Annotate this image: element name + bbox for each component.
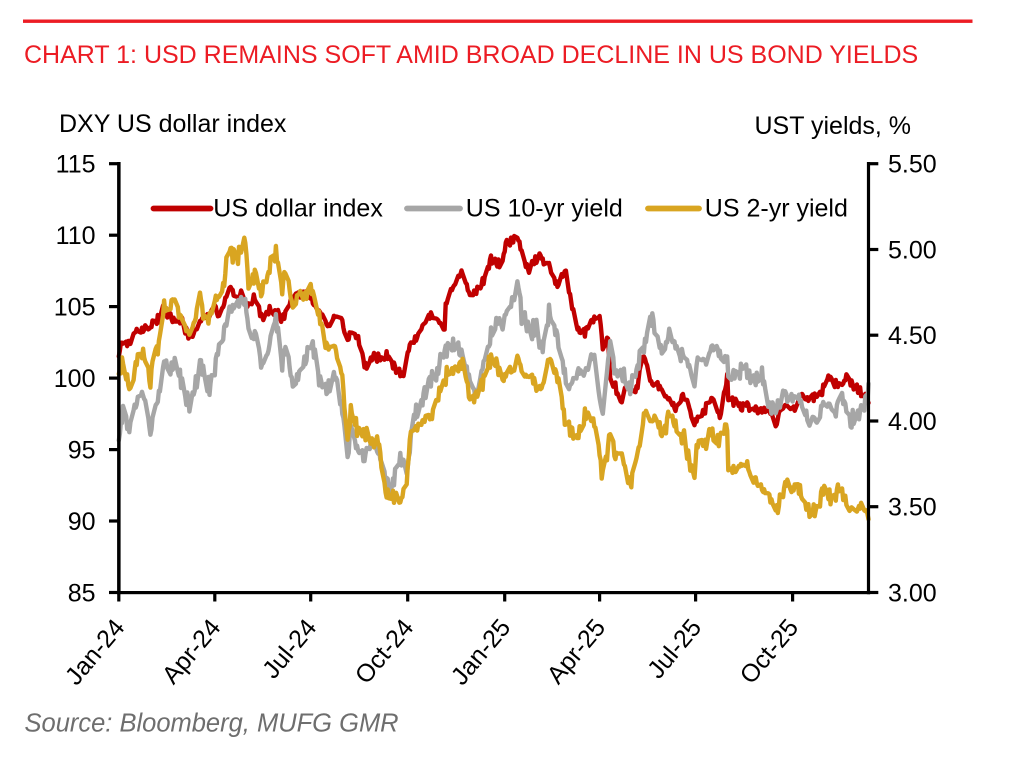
svg-text:Source: Bloomberg, MUFG GMR: Source: Bloomberg, MUFG GMR [25, 710, 399, 738]
svg-text:3.00: 3.00 [888, 580, 937, 608]
svg-text:115: 115 [56, 151, 96, 179]
svg-text:US 10-yr yield: US 10-yr yield [466, 195, 623, 223]
svg-text:95: 95 [68, 437, 96, 465]
svg-text:5.50: 5.50 [888, 151, 937, 179]
svg-text:5.00: 5.00 [888, 236, 937, 264]
svg-text:4.50: 4.50 [888, 322, 937, 350]
svg-text:CHART 1: USD REMAINS SOFT AMID: CHART 1: USD REMAINS SOFT AMID BROAD DEC… [24, 41, 918, 69]
svg-text:US 2-yr yield: US 2-yr yield [705, 195, 848, 223]
svg-text:DXY US dollar index: DXY US dollar index [59, 110, 287, 138]
svg-text:105: 105 [54, 294, 96, 322]
svg-text:UST yields, %: UST yields, % [755, 112, 912, 140]
svg-text:US dollar index: US dollar index [213, 195, 383, 223]
svg-text:4.00: 4.00 [888, 408, 937, 436]
svg-text:90: 90 [68, 508, 96, 536]
svg-text:3.50: 3.50 [888, 494, 937, 522]
svg-text:110: 110 [56, 222, 96, 250]
svg-text:85: 85 [68, 580, 96, 608]
svg-text:100: 100 [54, 365, 96, 393]
